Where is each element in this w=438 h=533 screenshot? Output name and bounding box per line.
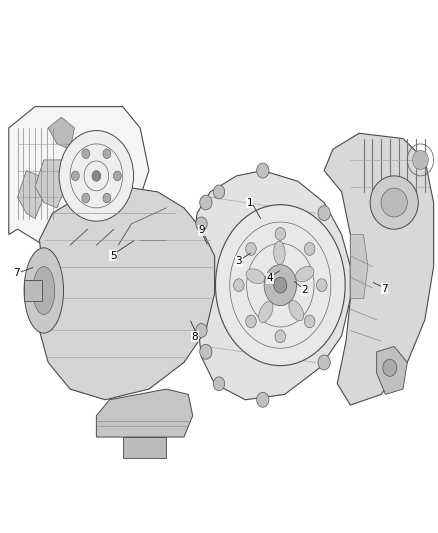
Ellipse shape: [289, 301, 304, 321]
Ellipse shape: [59, 131, 134, 221]
Ellipse shape: [24, 248, 64, 333]
Ellipse shape: [200, 195, 212, 210]
Ellipse shape: [246, 315, 256, 328]
Polygon shape: [324, 133, 434, 405]
Ellipse shape: [33, 266, 55, 314]
Ellipse shape: [295, 266, 314, 282]
Text: 9: 9: [198, 225, 205, 235]
Ellipse shape: [233, 279, 244, 292]
Polygon shape: [123, 437, 166, 458]
Text: 2: 2: [301, 286, 308, 295]
Ellipse shape: [71, 171, 79, 181]
Ellipse shape: [383, 359, 397, 376]
Ellipse shape: [200, 344, 212, 359]
Ellipse shape: [82, 149, 90, 158]
Ellipse shape: [215, 205, 345, 366]
Text: 7: 7: [381, 284, 388, 294]
Ellipse shape: [259, 302, 273, 322]
Ellipse shape: [196, 324, 207, 337]
Ellipse shape: [304, 243, 315, 255]
Ellipse shape: [275, 228, 286, 240]
Ellipse shape: [82, 193, 90, 203]
Polygon shape: [48, 117, 74, 149]
Ellipse shape: [213, 185, 225, 199]
Ellipse shape: [92, 171, 101, 181]
Polygon shape: [18, 171, 44, 219]
Ellipse shape: [246, 269, 265, 284]
Ellipse shape: [275, 330, 286, 343]
Ellipse shape: [317, 279, 327, 292]
Polygon shape: [377, 346, 407, 394]
Text: 3: 3: [235, 256, 242, 266]
Ellipse shape: [381, 188, 407, 217]
Ellipse shape: [103, 193, 111, 203]
Ellipse shape: [257, 163, 269, 178]
Ellipse shape: [413, 150, 428, 169]
Polygon shape: [350, 235, 368, 298]
Ellipse shape: [196, 217, 207, 231]
Ellipse shape: [304, 315, 315, 328]
Ellipse shape: [370, 176, 418, 229]
Ellipse shape: [257, 392, 269, 407]
Ellipse shape: [246, 243, 256, 255]
Text: 8: 8: [191, 332, 198, 342]
Ellipse shape: [113, 171, 121, 181]
Polygon shape: [39, 187, 215, 400]
Text: 4: 4: [267, 273, 274, 283]
Ellipse shape: [274, 277, 287, 293]
Polygon shape: [193, 171, 350, 400]
Text: 1: 1: [246, 198, 253, 207]
Polygon shape: [9, 107, 149, 245]
Ellipse shape: [318, 355, 330, 370]
Polygon shape: [24, 280, 42, 301]
Ellipse shape: [103, 149, 111, 158]
Text: 7: 7: [13, 269, 20, 278]
Polygon shape: [35, 160, 66, 208]
Ellipse shape: [264, 265, 297, 305]
Ellipse shape: [213, 377, 225, 391]
Ellipse shape: [274, 241, 285, 264]
Polygon shape: [96, 389, 193, 437]
Ellipse shape: [318, 206, 330, 221]
Text: 5: 5: [110, 251, 117, 261]
